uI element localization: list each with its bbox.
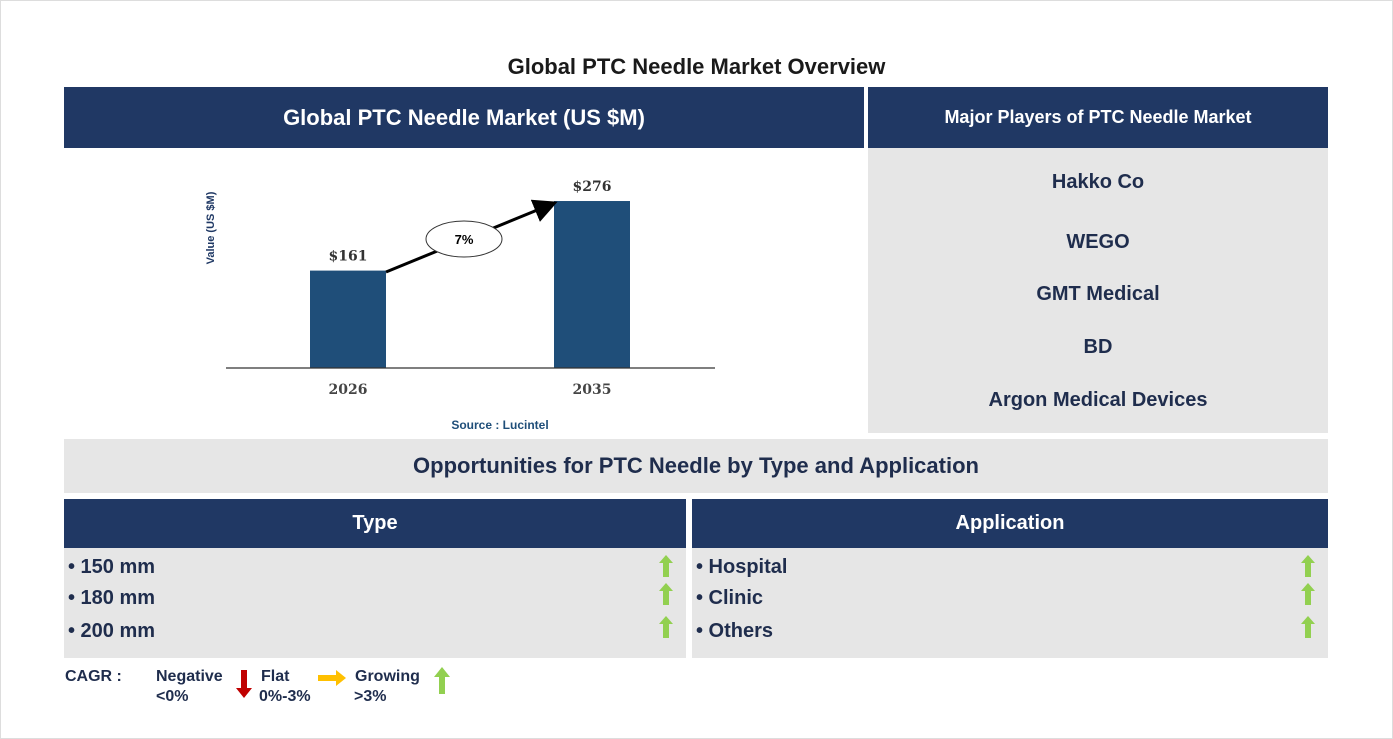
bar-2026 — [310, 270, 386, 368]
type-panel — [64, 548, 686, 658]
legend-growing-range: >3% — [354, 688, 387, 705]
application-item: • Others — [696, 620, 774, 642]
up-arrow-icon — [659, 583, 673, 605]
legend-flat: Flat — [261, 668, 290, 685]
up-arrow-icon — [1301, 555, 1315, 577]
application-panel — [692, 548, 1328, 658]
application-header: Application — [692, 499, 1328, 548]
players-header: Major Players of PTC Needle Market — [868, 87, 1328, 148]
source-label: Source : Lucintel — [451, 418, 548, 432]
opportunities-header: Opportunities for PTC Needle by Type and… — [64, 439, 1328, 493]
type-header: Type — [64, 499, 686, 548]
type-item: • 180 mm — [68, 587, 156, 609]
legend-flat-range: 0%-3% — [259, 688, 311, 705]
legend-negative-range: <0% — [156, 688, 189, 705]
data-label: $161 — [329, 249, 368, 265]
bar-2035 — [554, 201, 630, 368]
page-title: Global PTC Needle Market Overview — [507, 54, 886, 79]
player-item: Argon Medical Devices — [988, 389, 1208, 411]
x-tick-label: 2035 — [573, 382, 612, 398]
right-arrow-icon — [318, 670, 346, 686]
application-item: • Hospital — [696, 556, 788, 578]
player-item: Hakko Co — [1051, 171, 1145, 193]
players-panel — [868, 148, 1328, 433]
legend-growing: Growing — [355, 668, 420, 685]
player-item: WEGO — [1066, 231, 1130, 253]
data-label: $276 — [573, 179, 612, 195]
up-arrow-icon — [659, 616, 673, 638]
x-tick-label: 2026 — [329, 382, 368, 398]
up-arrow-icon — [659, 555, 673, 577]
cagr-label: 7% — [455, 232, 474, 247]
player-item: GMT Medical — [1036, 283, 1160, 305]
down-arrow-icon — [236, 670, 252, 698]
up-arrow-icon — [434, 667, 450, 694]
up-arrow-icon — [1301, 583, 1315, 605]
player-item: BD — [1083, 336, 1113, 358]
cagr-label: CAGR : — [65, 668, 122, 685]
up-arrow-icon — [1301, 616, 1315, 638]
cagr-ellipse — [425, 220, 503, 258]
legend-negative: Negative — [156, 668, 223, 685]
application-item: • Clinic — [696, 587, 764, 609]
y-axis-label: Value (US $M) — [205, 191, 217, 264]
type-item: • 150 mm — [68, 556, 156, 578]
type-item: • 200 mm — [68, 620, 156, 642]
chart-header: Global PTC Needle Market (US $M) — [64, 87, 864, 148]
bar-chart: Value (US $M) $161 2026 $276 2035 7% Source… — [205, 179, 715, 432]
